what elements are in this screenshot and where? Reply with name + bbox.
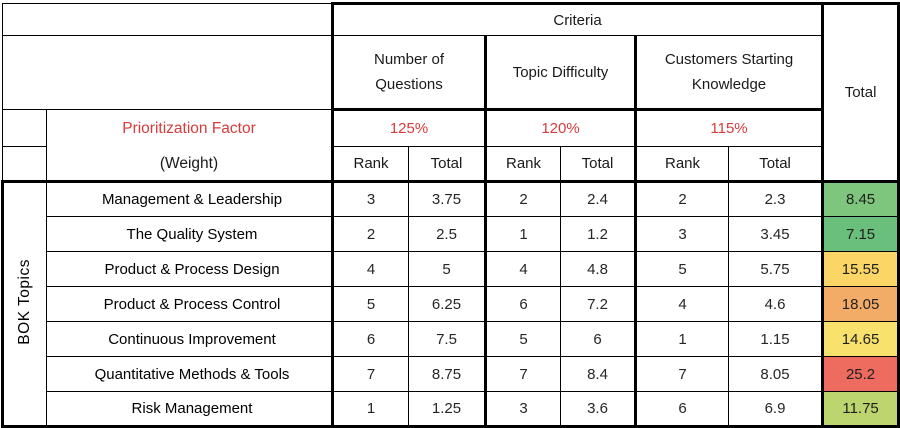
- weighted-total-cell: 5: [408, 251, 487, 287]
- total-subheader: Total: [560, 146, 637, 183]
- weighted-total-cell: 2.5: [408, 216, 487, 252]
- pf-left-spacer: [2, 109, 47, 147]
- weighted-total-cell: 3.45: [727, 216, 825, 252]
- rank-value-cell: 5: [634, 251, 729, 287]
- rank-value-cell: 3: [484, 391, 561, 428]
- weighted-total-cell: 1.25: [408, 391, 487, 428]
- rank-value-cell: 6: [331, 321, 409, 357]
- weight-cell-customers-starting-knowledge: 115%: [633, 109, 825, 147]
- rank-value-cell: 7: [634, 356, 729, 392]
- prioritization-factor-cell: Prioritization Factor (Weight): [46, 109, 333, 183]
- rank-value-cell: 5: [484, 321, 561, 357]
- header-spacer: [2, 35, 333, 110]
- weighted-total-cell: 4.6: [727, 286, 825, 322]
- criterion-header-topic-difficulty: Topic Difficulty: [484, 35, 637, 111]
- row-total-cell: 7.15: [821, 216, 900, 252]
- rank-subheader: Rank: [484, 146, 561, 183]
- weighted-total-cell: 4.8: [560, 251, 637, 287]
- weighted-total-cell: 5.75: [727, 251, 825, 287]
- rank-value-cell: 3: [331, 180, 409, 217]
- topic-cell: Management & Leadership: [46, 180, 334, 217]
- top-left-spacer: [2, 3, 333, 36]
- criteria-header-cell: Criteria: [330, 2, 825, 36]
- weighted-total-cell: 1.2: [560, 216, 637, 252]
- total-subheader: Total: [408, 146, 487, 183]
- topic-cell: Continuous Improvement: [46, 321, 334, 357]
- prioritization-factor-label: Prioritization Factor: [122, 119, 256, 137]
- rank-value-cell: 4: [634, 286, 729, 322]
- rank-value-cell: 2: [484, 180, 561, 217]
- weighted-total-cell: 1.15: [727, 321, 825, 357]
- weighted-total-cell: 7.5: [408, 321, 487, 357]
- topic-cell: Risk Management: [46, 391, 334, 428]
- weighted-total-cell: 2.3: [727, 180, 825, 217]
- row-total-cell: 14.65: [821, 321, 900, 357]
- weighted-total-cell: 6.25: [408, 286, 487, 322]
- row-total-cell: 15.55: [821, 251, 900, 287]
- weighted-total-cell: 8.75: [408, 356, 487, 392]
- weighted-total-cell: 8.05: [727, 356, 825, 392]
- rank-value-cell: 3: [634, 216, 729, 252]
- rank-value-cell: 2: [634, 180, 729, 217]
- row-total-cell: 11.75: [821, 391, 900, 428]
- rank-value-cell: 4: [331, 251, 409, 287]
- rank-value-cell: 6: [634, 391, 729, 428]
- weighted-total-cell: 3.75: [408, 180, 487, 217]
- weighted-total-cell: 7.2: [560, 286, 637, 322]
- rank-value-cell: 6: [484, 286, 561, 322]
- rank-value-cell: 4: [484, 251, 561, 287]
- rank-subheader: Rank: [634, 146, 729, 183]
- weight-cell-topic-difficulty: 120%: [484, 109, 637, 147]
- criterion-header-number-of-questions: Number of Questions: [331, 35, 487, 111]
- weight-label: (Weight): [159, 154, 219, 172]
- row-total-cell: 8.45: [821, 180, 900, 217]
- weighted-total-cell: 8.4: [560, 356, 637, 392]
- rank-value-cell: 1: [484, 216, 561, 252]
- topic-cell: Product & Process Control: [46, 286, 334, 322]
- subheader-spacer: [2, 146, 47, 182]
- rank-value-cell: 1: [634, 321, 729, 357]
- rank-value-cell: 7: [331, 356, 409, 392]
- criterion-header-customers-starting-knowledge: Customers Starting Knowledge: [633, 35, 825, 111]
- rank-value-cell: 5: [331, 286, 409, 322]
- total-subheader: Total: [727, 146, 825, 183]
- topic-cell: The Quality System: [46, 216, 334, 252]
- bok-topics-axis-label-cell: BOK Topics: [1, 180, 47, 428]
- rank-value-cell: 1: [331, 391, 409, 428]
- grand-total-header-cell: Total: [821, 2, 900, 183]
- topic-cell: Quantitative Methods & Tools: [46, 356, 334, 392]
- weighted-total-cell: 3.6: [560, 391, 637, 428]
- weighted-total-cell: 6.9: [727, 391, 825, 428]
- row-total-cell: 18.05: [821, 286, 900, 322]
- row-total-cell: 25.2: [821, 356, 900, 392]
- rank-value-cell: 2: [331, 216, 409, 252]
- rank-subheader: Rank: [331, 146, 409, 183]
- topic-cell: Product & Process Design: [46, 251, 334, 287]
- weight-cell-number-of-questions: 125%: [331, 109, 487, 147]
- bok-topics-label: BOK Topics: [16, 258, 33, 345]
- weighted-total-cell: 2.4: [560, 180, 637, 217]
- weighted-total-cell: 6: [560, 321, 637, 357]
- rank-value-cell: 7: [484, 356, 561, 392]
